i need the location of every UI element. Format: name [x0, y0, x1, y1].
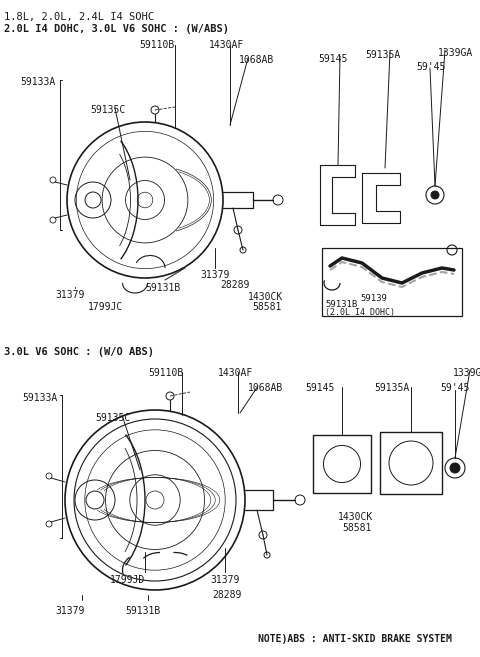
Text: 59145: 59145: [318, 54, 348, 64]
Text: 59110B: 59110B: [139, 40, 174, 50]
Bar: [313, 435, 371, 493]
Text: 58581: 58581: [342, 523, 372, 533]
Circle shape: [450, 463, 460, 473]
Text: 1799JC: 1799JC: [88, 302, 123, 312]
Text: NOTE)ABS : ANTI-SKID BRAKE SYSTEM: NOTE)ABS : ANTI-SKID BRAKE SYSTEM: [258, 634, 452, 644]
Text: 59131B: 59131B: [125, 606, 160, 616]
Text: 1430AF: 1430AF: [218, 368, 253, 378]
Text: 59135A: 59135A: [374, 383, 409, 393]
Bar: [322, 248, 462, 316]
Polygon shape: [320, 165, 355, 225]
Text: 59145: 59145: [305, 383, 335, 393]
Text: 3.0L V6 SOHC : (W/O ABS): 3.0L V6 SOHC : (W/O ABS): [4, 347, 154, 357]
Bar: [380, 432, 442, 494]
Text: 1068AB: 1068AB: [239, 55, 274, 65]
Text: 59110B: 59110B: [148, 368, 183, 378]
Text: 1430AF: 1430AF: [209, 40, 244, 50]
Text: 59'45: 59'45: [416, 62, 445, 72]
Text: 1339GA: 1339GA: [453, 368, 480, 378]
Text: 59133A: 59133A: [22, 393, 57, 403]
Text: 1430CK: 1430CK: [248, 292, 283, 302]
Text: 28289: 28289: [212, 590, 241, 600]
Text: 59131B: 59131B: [325, 300, 357, 309]
Text: 31379: 31379: [55, 290, 84, 300]
Text: 1.8L, 2.0L, 2.4L I4 SOHC: 1.8L, 2.0L, 2.4L I4 SOHC: [4, 12, 154, 22]
Polygon shape: [362, 173, 400, 223]
Text: 28289: 28289: [220, 280, 250, 290]
Text: 58581: 58581: [252, 302, 281, 312]
Text: 59135C: 59135C: [95, 413, 130, 423]
Text: 1339GA: 1339GA: [438, 48, 473, 58]
Text: 1430CK: 1430CK: [338, 512, 373, 522]
Text: 59'45: 59'45: [440, 383, 469, 393]
Text: 59139: 59139: [360, 294, 387, 303]
Circle shape: [431, 191, 439, 199]
Text: 59133A: 59133A: [20, 77, 55, 87]
Text: 2.0L I4 DOHC, 3.0L V6 SOHC : (W/ABS): 2.0L I4 DOHC, 3.0L V6 SOHC : (W/ABS): [4, 24, 229, 34]
Text: 1799JD: 1799JD: [110, 575, 145, 585]
Text: 31379: 31379: [200, 270, 229, 280]
Text: 59135C: 59135C: [90, 105, 125, 115]
Text: 31379: 31379: [55, 606, 84, 616]
Text: (2.0L I4 DOHC): (2.0L I4 DOHC): [325, 308, 395, 317]
Text: 59131B: 59131B: [145, 283, 180, 293]
Text: 59135A: 59135A: [365, 50, 400, 60]
Text: 31379: 31379: [210, 575, 240, 585]
Text: 1068AB: 1068AB: [248, 383, 283, 393]
